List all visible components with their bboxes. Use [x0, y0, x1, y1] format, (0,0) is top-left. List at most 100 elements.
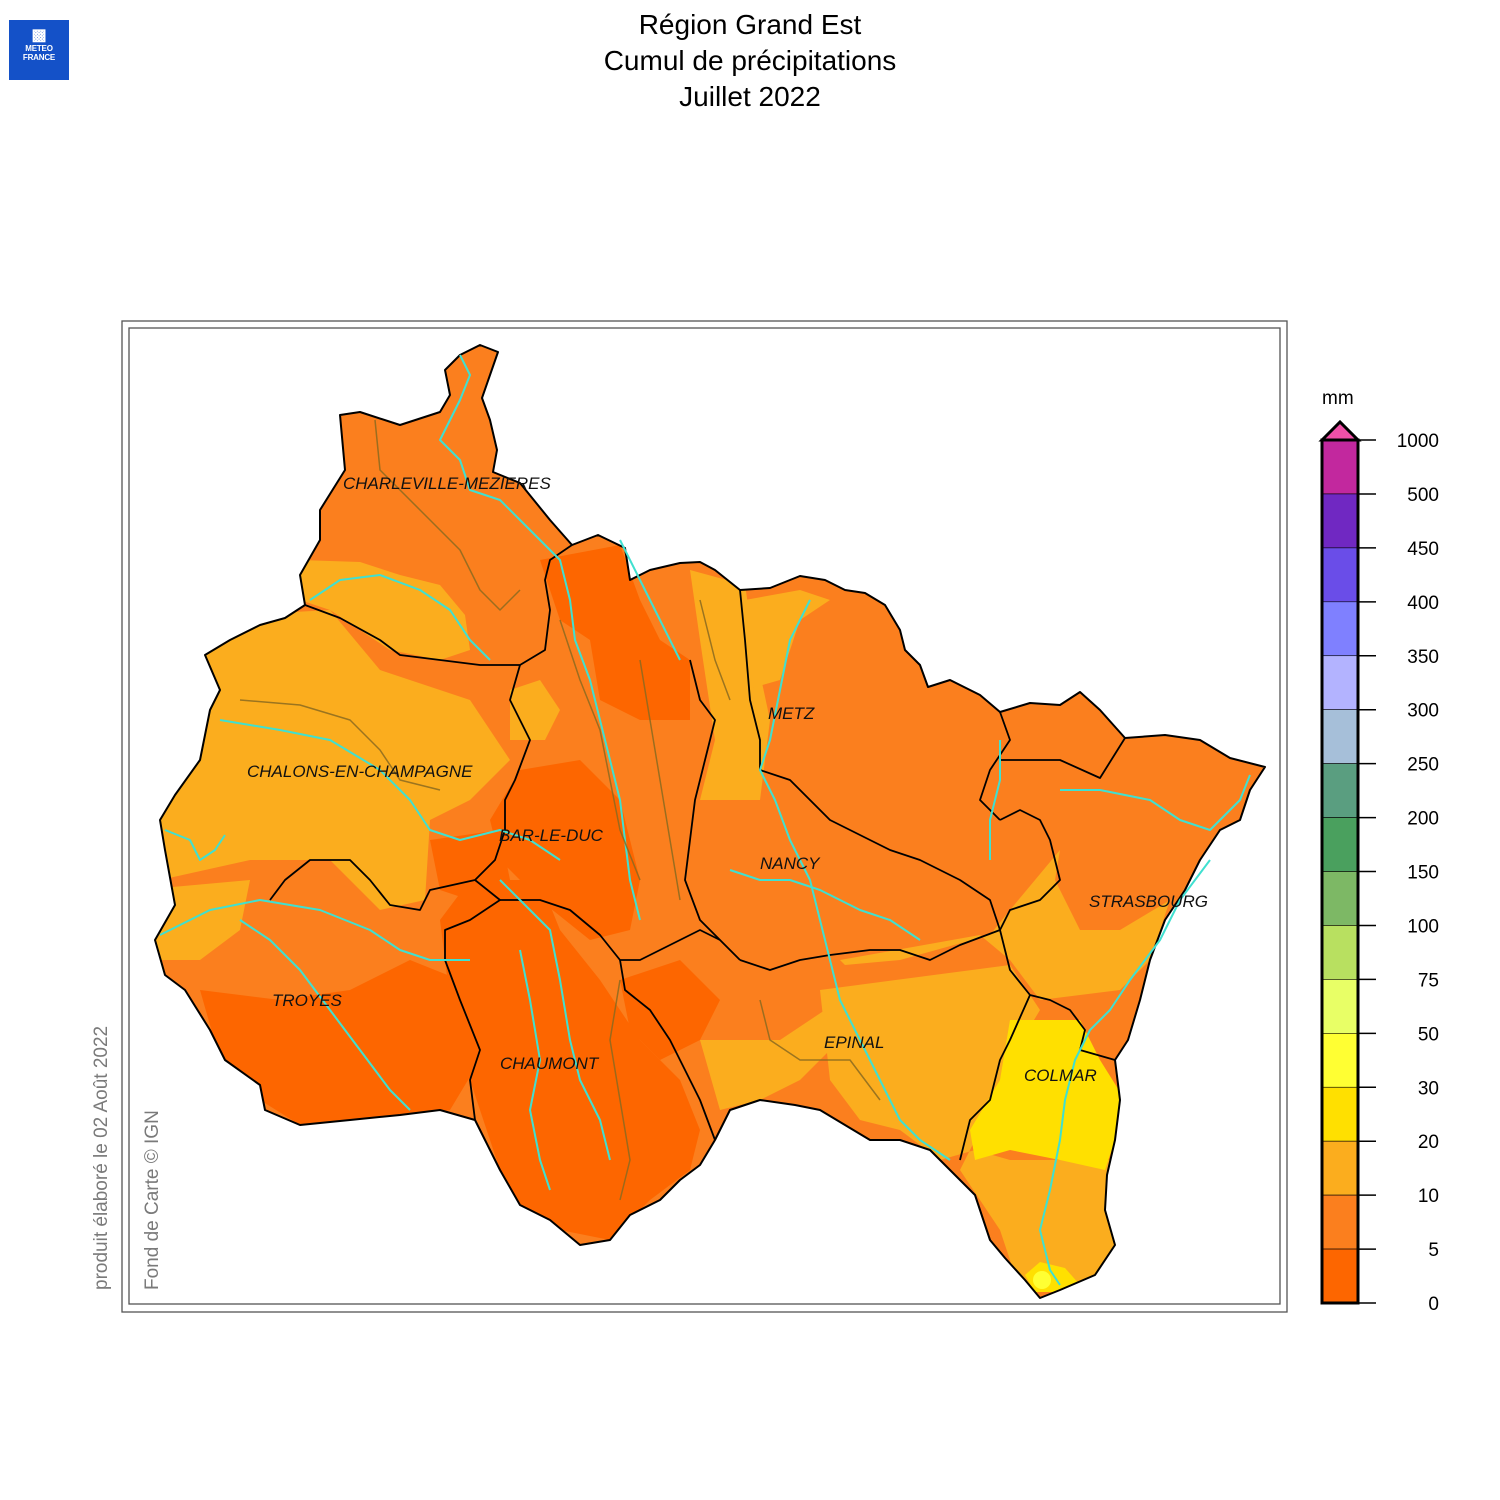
field-10to20-moselle-west: [745, 590, 830, 690]
river-sarre: [989, 740, 1001, 860]
legend-color-box: [1321, 925, 1359, 980]
region-boundary: [154, 344, 1266, 1299]
city-label-epinal: EPINAL: [824, 1033, 884, 1052]
field-20to30-colmar: [970, 1020, 1125, 1170]
legend-color-box: [1321, 493, 1359, 549]
boundary-meuse-haute-marne: [500, 899, 741, 961]
meteo-france-logo: ▩ METEO FRANCE: [9, 20, 69, 80]
river-moder: [1060, 774, 1251, 831]
field-under5-haute-marne-east: [620, 960, 720, 1060]
legend-tick-label: 75: [1418, 970, 1439, 991]
legend-color-box: [1321, 601, 1359, 657]
legend-color-box: [1321, 1248, 1359, 1304]
river-haute-marne: [499, 879, 611, 1161]
field-10to20-ardennes-south: [300, 560, 470, 660]
map-title-region: Région Grand Est: [638, 9, 862, 40]
secondary-boundary-haute-marne: [609, 979, 631, 1201]
legend-tick-label: 10: [1418, 1186, 1439, 1207]
legend-tick-label: 300: [1407, 701, 1439, 722]
color-legend: mm 1000500450400350300250200150100755030…: [1318, 388, 1439, 1315]
legend-color-box: [1321, 547, 1359, 603]
legend-tick-label: 150: [1407, 863, 1439, 884]
production-date-text: produit élaboré le 02 Août 2022: [91, 1026, 112, 1290]
river-aisne: [309, 574, 491, 661]
city-labels: CHARLEVILLE-MEZIERES METZ CHALONS-EN-CHA…: [247, 474, 1208, 1085]
boundary-bas-rhin-north: [1000, 737, 1126, 779]
legend-tick-label: 450: [1407, 539, 1439, 560]
legend-tick-label: 50: [1418, 1024, 1439, 1045]
legend-unit: mm: [1322, 388, 1354, 409]
city-label-metz: METZ: [768, 704, 815, 723]
boundary-meurthe-vosges: [739, 809, 1061, 971]
boundary-moselle-bas-rhin: [979, 711, 1011, 821]
legend-color-box: [1321, 871, 1359, 926]
boundary-ardennes-marne: [304, 544, 573, 666]
legend-color-box: [1321, 439, 1359, 495]
logo-text-line1: METEO: [25, 44, 53, 53]
precipitation-field: [155, 345, 1265, 1298]
river-marne: [219, 719, 561, 861]
boundary-moselle-meurthe: [739, 589, 1001, 931]
secondary-boundary-moselle: [699, 599, 731, 701]
field-10to20-epinal-west: [700, 1000, 840, 1110]
secondary-boundary-meuse: [559, 619, 641, 881]
legend-color-box: [1321, 979, 1359, 1034]
secondary-boundary-vosges: [759, 999, 881, 1101]
city-label-colmar: COLMAR: [1024, 1066, 1097, 1085]
river-blaise: [519, 949, 551, 1191]
map-frame-inner: [128, 327, 1281, 1305]
legend-color-box: [1321, 655, 1359, 710]
river-vesle: [164, 829, 226, 861]
legend-tick-label: 0: [1428, 1294, 1439, 1315]
legend-tick-label: 1000: [1397, 431, 1439, 452]
legend-color-box: [1321, 1033, 1359, 1088]
legend-tick-label: 500: [1407, 485, 1439, 506]
logo-icon: ▩: [31, 27, 47, 44]
river-aube: [159, 899, 470, 961]
legend-tick-label: 5: [1428, 1240, 1439, 1261]
legend-tick-label: 250: [1407, 755, 1439, 776]
legend-color-box: [1321, 709, 1359, 764]
field-under5-bar-le-duc: [490, 760, 640, 940]
field-under5-chaumont: [440, 880, 700, 1240]
river-seine: [239, 919, 411, 1111]
legend-tick-label: 20: [1418, 1132, 1439, 1153]
city-label-strasbourg: STRASBOURG: [1089, 892, 1208, 911]
map-frame-outer: [121, 320, 1288, 1313]
river-moselle: [759, 599, 951, 1161]
legend-tick-label: 100: [1407, 916, 1439, 937]
secondary-boundary-ardennes: [374, 419, 521, 611]
boundary-marne-meuse-aube: [269, 664, 531, 911]
field-under5-marne-south: [430, 830, 510, 900]
field-under5-meuse-north: [540, 545, 690, 720]
legend-color-box: [1321, 1140, 1359, 1196]
map-title-variable: Cumul de précipitations: [603, 45, 897, 76]
boundary-haute-marne-vosges: [619, 959, 716, 1141]
field-under5-troyes: [200, 960, 480, 1125]
rivers: [159, 354, 1251, 1286]
legend-overflow-arrow: [1318, 419, 1362, 442]
river-chiers: [619, 539, 681, 661]
legend-tick-label: 350: [1407, 647, 1439, 668]
field-10to20-champagne: [155, 610, 510, 910]
river-meuse: [439, 354, 641, 921]
map-title-period: Juillet 2022: [679, 81, 821, 112]
legend-tick-label: 200: [1407, 809, 1439, 830]
river-ill: [1039, 859, 1211, 1286]
legend-color-boxes: [1321, 439, 1359, 1304]
legend-color-box: [1321, 817, 1359, 872]
logo-text-line2: FRANCE: [22, 53, 56, 62]
legend-color-box: [1321, 1194, 1359, 1250]
city-label-troyes: TROYES: [272, 991, 343, 1010]
secondary-boundary-meuse-east: [639, 659, 681, 901]
legend-color-box: [1321, 763, 1359, 818]
legend-tick-label: 30: [1418, 1078, 1439, 1099]
city-label-charleville-mezieres: CHARLEVILLE-MEZIERES: [343, 474, 551, 493]
city-label-chalons-en-champagne: CHALONS-EN-CHAMPAGNE: [247, 762, 473, 781]
boundary-vosges-haut-rhin: [959, 994, 1031, 1161]
city-label-nancy: NANCY: [760, 854, 821, 873]
legend-ticks: 1000500450400350300250200150100755030201…: [1358, 431, 1439, 1315]
secondary-boundary-marne: [239, 699, 441, 791]
secondary-boundaries: [239, 419, 881, 1201]
